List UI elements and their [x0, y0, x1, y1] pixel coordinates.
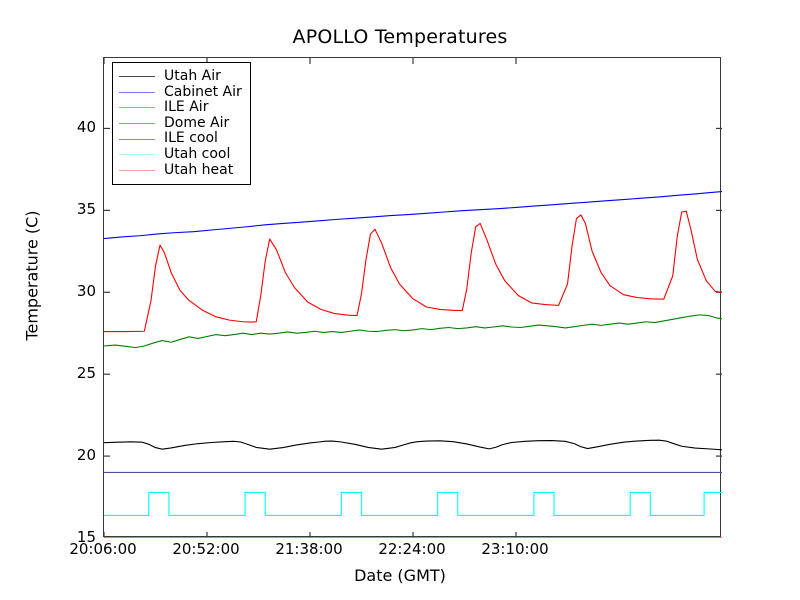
y-tick-label: 25: [76, 364, 96, 383]
y-tick-label: 35: [76, 200, 96, 219]
legend-label: ILE Air: [164, 99, 209, 116]
y-tick-label: 15: [76, 528, 96, 546]
legend-label: ILE cool: [164, 130, 218, 147]
x-tick-label: 22:24:00: [378, 540, 446, 558]
legend-item[interactable]: Cabinet Air: [119, 83, 242, 101]
legend-item[interactable]: Dome Air: [119, 114, 242, 132]
legend-color-swatch: [119, 91, 155, 93]
y-axis-label: Temperature (C): [22, 210, 42, 341]
plot-lines: [104, 58, 722, 538]
y-axis-tick-labels: 15 20 25 30 35 40: [48, 57, 96, 546]
x-axis-label: Date (GMT): [354, 566, 446, 585]
legend-label: Dome Air: [164, 114, 230, 131]
legend-color-swatch: [119, 123, 155, 125]
y-tick-label: 40: [76, 118, 96, 137]
legend-label: Utah cool: [164, 145, 231, 162]
series-line: [104, 210, 722, 333]
x-tick-label: 23:10:00: [481, 540, 549, 558]
legend-color-swatch: [119, 154, 155, 156]
legend-color-swatch: [119, 76, 155, 78]
series-line: [104, 190, 722, 240]
series-line: [104, 314, 722, 349]
series-line: [104, 491, 722, 516]
legend-item[interactable]: ILE Air: [119, 100, 242, 116]
legend-label: Utah Air: [164, 68, 221, 84]
legend-color-swatch: [119, 107, 155, 109]
y-tick-label: 20: [76, 446, 96, 465]
y-tick-label: 30: [76, 282, 96, 301]
legend-item[interactable]: Utah cool: [119, 145, 242, 163]
legend-label: Utah heat: [164, 161, 234, 178]
series-line: [104, 439, 722, 451]
x-axis-tick-labels: 20:06:00 20:52:00 21:38:00 22:24:00 23:10:00: [0, 540, 800, 564]
chart-title: APOLLO Temperatures: [292, 26, 508, 48]
x-tick-label: 21:38:00: [275, 540, 343, 558]
x-tick-label: 20:06:00: [69, 540, 137, 558]
legend-item[interactable]: Utah Air: [119, 68, 242, 85]
legend-item[interactable]: Utah heat: [119, 161, 242, 179]
legend-color-swatch: [119, 169, 155, 171]
legend-item[interactable]: ILE cool: [119, 131, 242, 147]
x-tick-label: 20:52:00: [172, 540, 240, 558]
legend-color-swatch: [119, 138, 155, 140]
chart-legend: Utah Air Cabinet Air ILE Air Dome Air ILE co…: [112, 62, 251, 186]
legend-label: Cabinet Air: [164, 83, 242, 100]
